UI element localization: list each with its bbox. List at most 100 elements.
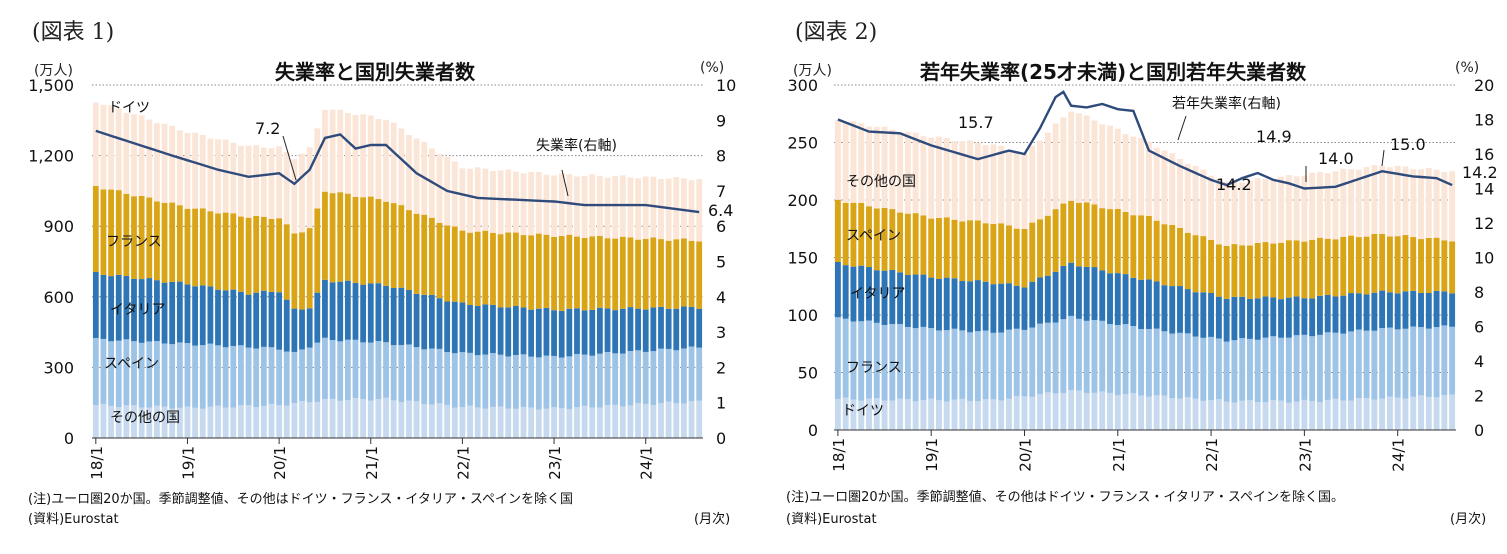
chart2-bar-1-m15: [951, 399, 958, 430]
chart2-bar-2-m58: [1285, 337, 1292, 403]
chart2-bar-4-m53: [1247, 245, 1253, 299]
chart1-bar-3-m24: [276, 292, 283, 350]
chart1-bar-5-m52: [490, 171, 496, 233]
chart1-bar-5-m41: [406, 135, 412, 211]
chart1-bar-3-m23: [268, 291, 275, 348]
chart1-bar-5-m49: [467, 168, 473, 233]
chart2-bar-5-m12: [928, 137, 935, 219]
chart1-bar-3-m16: [215, 289, 221, 346]
chart1-bar-3-m36: [367, 283, 374, 343]
chart2-bar-2-m31: [1075, 318, 1082, 391]
chart1-bar-4-m46: [444, 225, 451, 302]
chart2-bar-5-m23: [1013, 152, 1020, 229]
chart2-bar-3-m26: [1037, 277, 1043, 324]
chart1-bar-5-m60: [551, 175, 557, 237]
chart2-xtick-label: 23/1: [1296, 438, 1314, 472]
chart2-bar-3-m69: [1371, 292, 1378, 331]
chart1-bar-2-m39: [390, 345, 397, 401]
chart1-bar-2-m70: [627, 351, 634, 406]
chart-2-source: (資料)Eurostat: [786, 512, 877, 527]
chart2-bar-3-m50: [1223, 298, 1230, 342]
chart2-bar-2-m53: [1247, 338, 1253, 401]
chart1-bar-2-m7: [146, 341, 153, 408]
chart2-bar-1-m50: [1223, 401, 1230, 430]
chart1-bar-1-m79: [696, 400, 703, 438]
chart2-bar-3-m60: [1301, 298, 1308, 335]
chart1-y2tick-label: 7: [716, 182, 726, 201]
chart1-bar-1-m48: [459, 407, 466, 438]
chart2-bar-1-m26: [1037, 394, 1043, 430]
chart1-bar-4-m75: [665, 240, 672, 309]
chart2-bar-2-m70: [1379, 328, 1386, 399]
chart2-bar-3-m48: [1208, 293, 1215, 337]
chart2-bar-4-m21: [998, 223, 1005, 284]
chart1-xtick-label: 20/1: [271, 446, 289, 480]
chart1-bar-1-m63: [574, 407, 580, 438]
chart2-bar-5-m58: [1285, 175, 1292, 241]
chart1-bar-4-m72: [642, 238, 649, 310]
chart2-bar-2-m75: [1418, 327, 1424, 396]
chart1-bar-1-m19: [238, 405, 244, 438]
chart1-bar-1-m31: [329, 398, 336, 438]
chart2-bar-2-m17: [967, 332, 974, 401]
chart1-bar-4-m6: [138, 195, 145, 280]
chart2-bar-1-m51: [1231, 402, 1238, 430]
chart2-bar-4-m78: [1441, 240, 1448, 292]
chart2-ytick-label: 250: [787, 134, 818, 153]
chart2-bar-2-m52: [1239, 338, 1246, 401]
chart1-bar-1-m71: [635, 403, 641, 438]
chart2-bar-5-m36: [1114, 128, 1121, 209]
chart1-bar-3-m25: [283, 299, 290, 352]
chart2-bar-4-m25: [1029, 222, 1036, 282]
chart1-bar-1-m3: [115, 407, 122, 438]
chart1-bar-2-m30: [322, 337, 328, 399]
chart1-bar-1-m59: [543, 408, 550, 438]
chart1-bar-1-m78: [688, 401, 695, 438]
chart2-bar-3-m33: [1091, 267, 1098, 321]
chart2-bar-2-m10: [912, 328, 919, 402]
chart2-bar-1-m33: [1091, 392, 1098, 430]
chart1-leader-line: [282, 135, 297, 181]
chart2-bar-1-m31: [1075, 390, 1082, 430]
chart2-bar-2-m7: [889, 324, 896, 401]
chart1-series-label: その他の国: [110, 410, 180, 426]
chart1-bar-4-m29: [314, 208, 321, 293]
chart2-bar-5-m42: [1161, 150, 1168, 225]
chart2-bar-3-m78: [1441, 291, 1448, 326]
chart2-bar-3-m65: [1340, 295, 1347, 334]
chart1-bar-3-m63: [574, 308, 580, 354]
chart2-bar-4-m62: [1316, 237, 1323, 296]
chart2-ytick-label: 300: [787, 76, 818, 95]
chart1-bar-2-m10: [169, 344, 176, 409]
chart2-bar-1-m38: [1130, 393, 1137, 430]
chart1-bar-2-m50: [474, 355, 481, 408]
chart2-bar-1-m29: [1060, 392, 1067, 430]
chart2-bar-3-m73: [1402, 291, 1409, 329]
chart2-bar-5-m71: [1386, 167, 1393, 237]
chart2-bar-5-m49: [1215, 179, 1222, 245]
chart2-bar-4-m49: [1215, 244, 1222, 297]
chart2-bar-4-m35: [1107, 209, 1113, 274]
chart1-y2tick-label: 6: [716, 217, 726, 236]
chart2-series-label: イタリア: [850, 286, 905, 302]
chart2-bar-1-m47: [1200, 400, 1207, 430]
chart2-bar-5-m25: [1029, 145, 1036, 223]
chart2-bar-3-m7: [889, 269, 896, 325]
chart1-bar-5-m12: [184, 133, 191, 209]
chart2-bar-3-m64: [1332, 296, 1339, 333]
chart1-bar-2-m3: [115, 340, 122, 408]
chart2-bar-5-m51: [1231, 181, 1238, 245]
chart1-ytick-label: 900: [43, 217, 74, 236]
chart2-bar-4-m1: [842, 202, 849, 266]
chart1-bar-4-m2: [108, 189, 114, 277]
chart1-bar-1-m54: [505, 408, 512, 438]
chart2-bar-1-m55: [1262, 402, 1269, 430]
chart2-bar-2-m24: [1021, 329, 1028, 397]
chart1-bar-4-m27: [299, 232, 305, 310]
chart2-bar-1-m66: [1348, 400, 1354, 430]
chart1-bar-4-m14: [199, 208, 206, 286]
chart2-y2tick-label: 2: [1474, 387, 1484, 406]
chart2-bar-4-m32: [1083, 202, 1090, 267]
chart1-bar-5-m68: [612, 176, 619, 239]
chart2-bar-3-m74: [1410, 290, 1417, 327]
